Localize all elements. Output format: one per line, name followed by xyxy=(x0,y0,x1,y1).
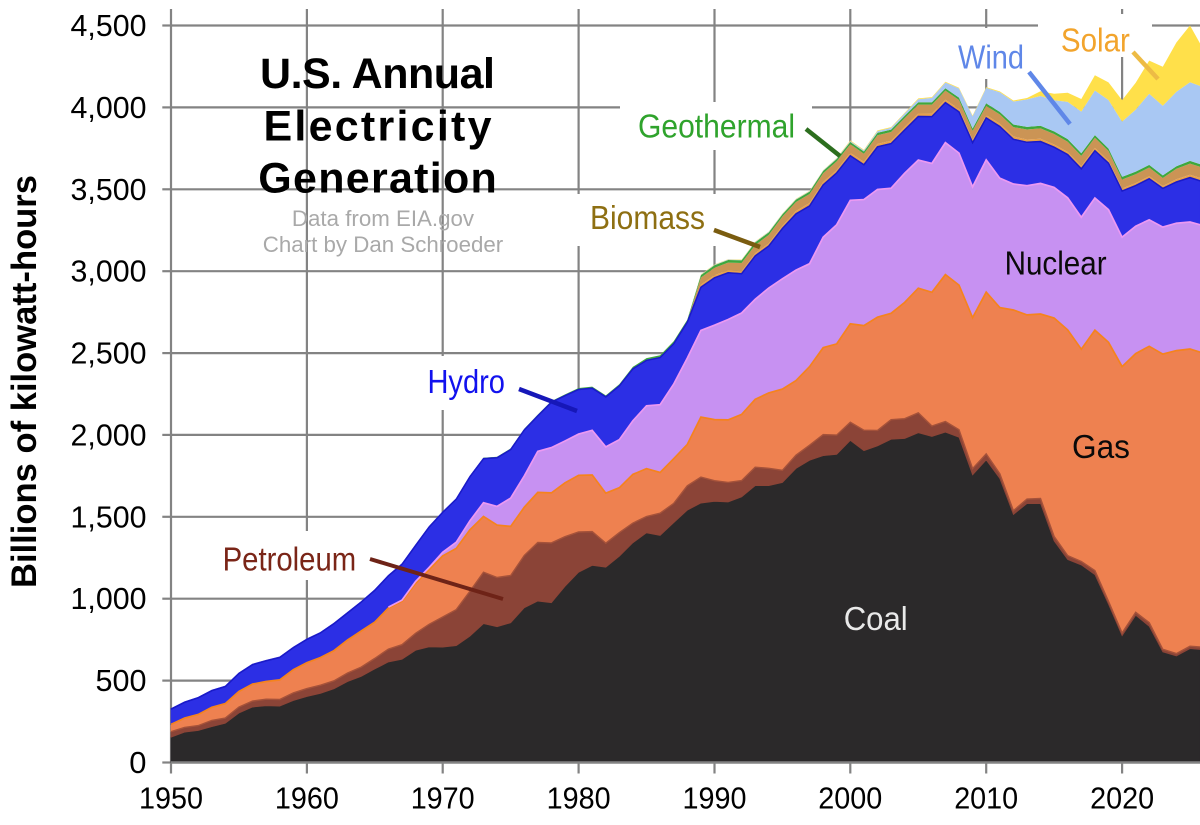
svg-text:1,000: 1,000 xyxy=(71,581,147,616)
svg-text:2010: 2010 xyxy=(954,781,1018,816)
svg-text:0: 0 xyxy=(129,745,146,780)
svg-text:3,500: 3,500 xyxy=(71,172,147,207)
svg-text:Chart by Dan Schroeder: Chart by Dan Schroeder xyxy=(263,232,504,257)
svg-text:Data from EIA.gov: Data from EIA.gov xyxy=(292,206,475,231)
svg-text:4,500: 4,500 xyxy=(71,8,147,43)
svg-text:Electricity: Electricity xyxy=(264,103,492,151)
svg-text:2,500: 2,500 xyxy=(71,336,147,371)
svg-text:2,000: 2,000 xyxy=(71,417,147,452)
svg-text:2020: 2020 xyxy=(1090,781,1154,816)
svg-text:1970: 1970 xyxy=(411,781,475,816)
svg-text:Gas: Gas xyxy=(1072,428,1130,465)
svg-text:Wind: Wind xyxy=(958,39,1024,76)
svg-text:Hydro: Hydro xyxy=(427,363,505,400)
svg-text:500: 500 xyxy=(96,663,147,698)
svg-text:1950: 1950 xyxy=(139,781,203,816)
svg-text:1980: 1980 xyxy=(547,781,611,816)
svg-text:Biomass: Biomass xyxy=(590,199,705,236)
svg-text:4,000: 4,000 xyxy=(71,90,147,125)
svg-text:Generation: Generation xyxy=(258,155,497,203)
svg-text:1990: 1990 xyxy=(683,781,747,816)
svg-text:Nuclear: Nuclear xyxy=(1005,245,1107,282)
svg-text:Geothermal: Geothermal xyxy=(638,108,795,145)
svg-text:Coal: Coal xyxy=(844,600,908,637)
svg-text:1,500: 1,500 xyxy=(71,499,147,534)
svg-text:Solar: Solar xyxy=(1061,22,1130,59)
svg-text:U.S. Annual: U.S. Annual xyxy=(260,50,495,98)
svg-text:3,000: 3,000 xyxy=(71,254,147,289)
svg-text:Billions of kilowatt-hours: Billions of kilowatt-hours xyxy=(5,175,44,588)
svg-text:Petroleum: Petroleum xyxy=(223,541,357,578)
svg-text:2000: 2000 xyxy=(818,781,882,816)
svg-text:1960: 1960 xyxy=(275,781,339,816)
